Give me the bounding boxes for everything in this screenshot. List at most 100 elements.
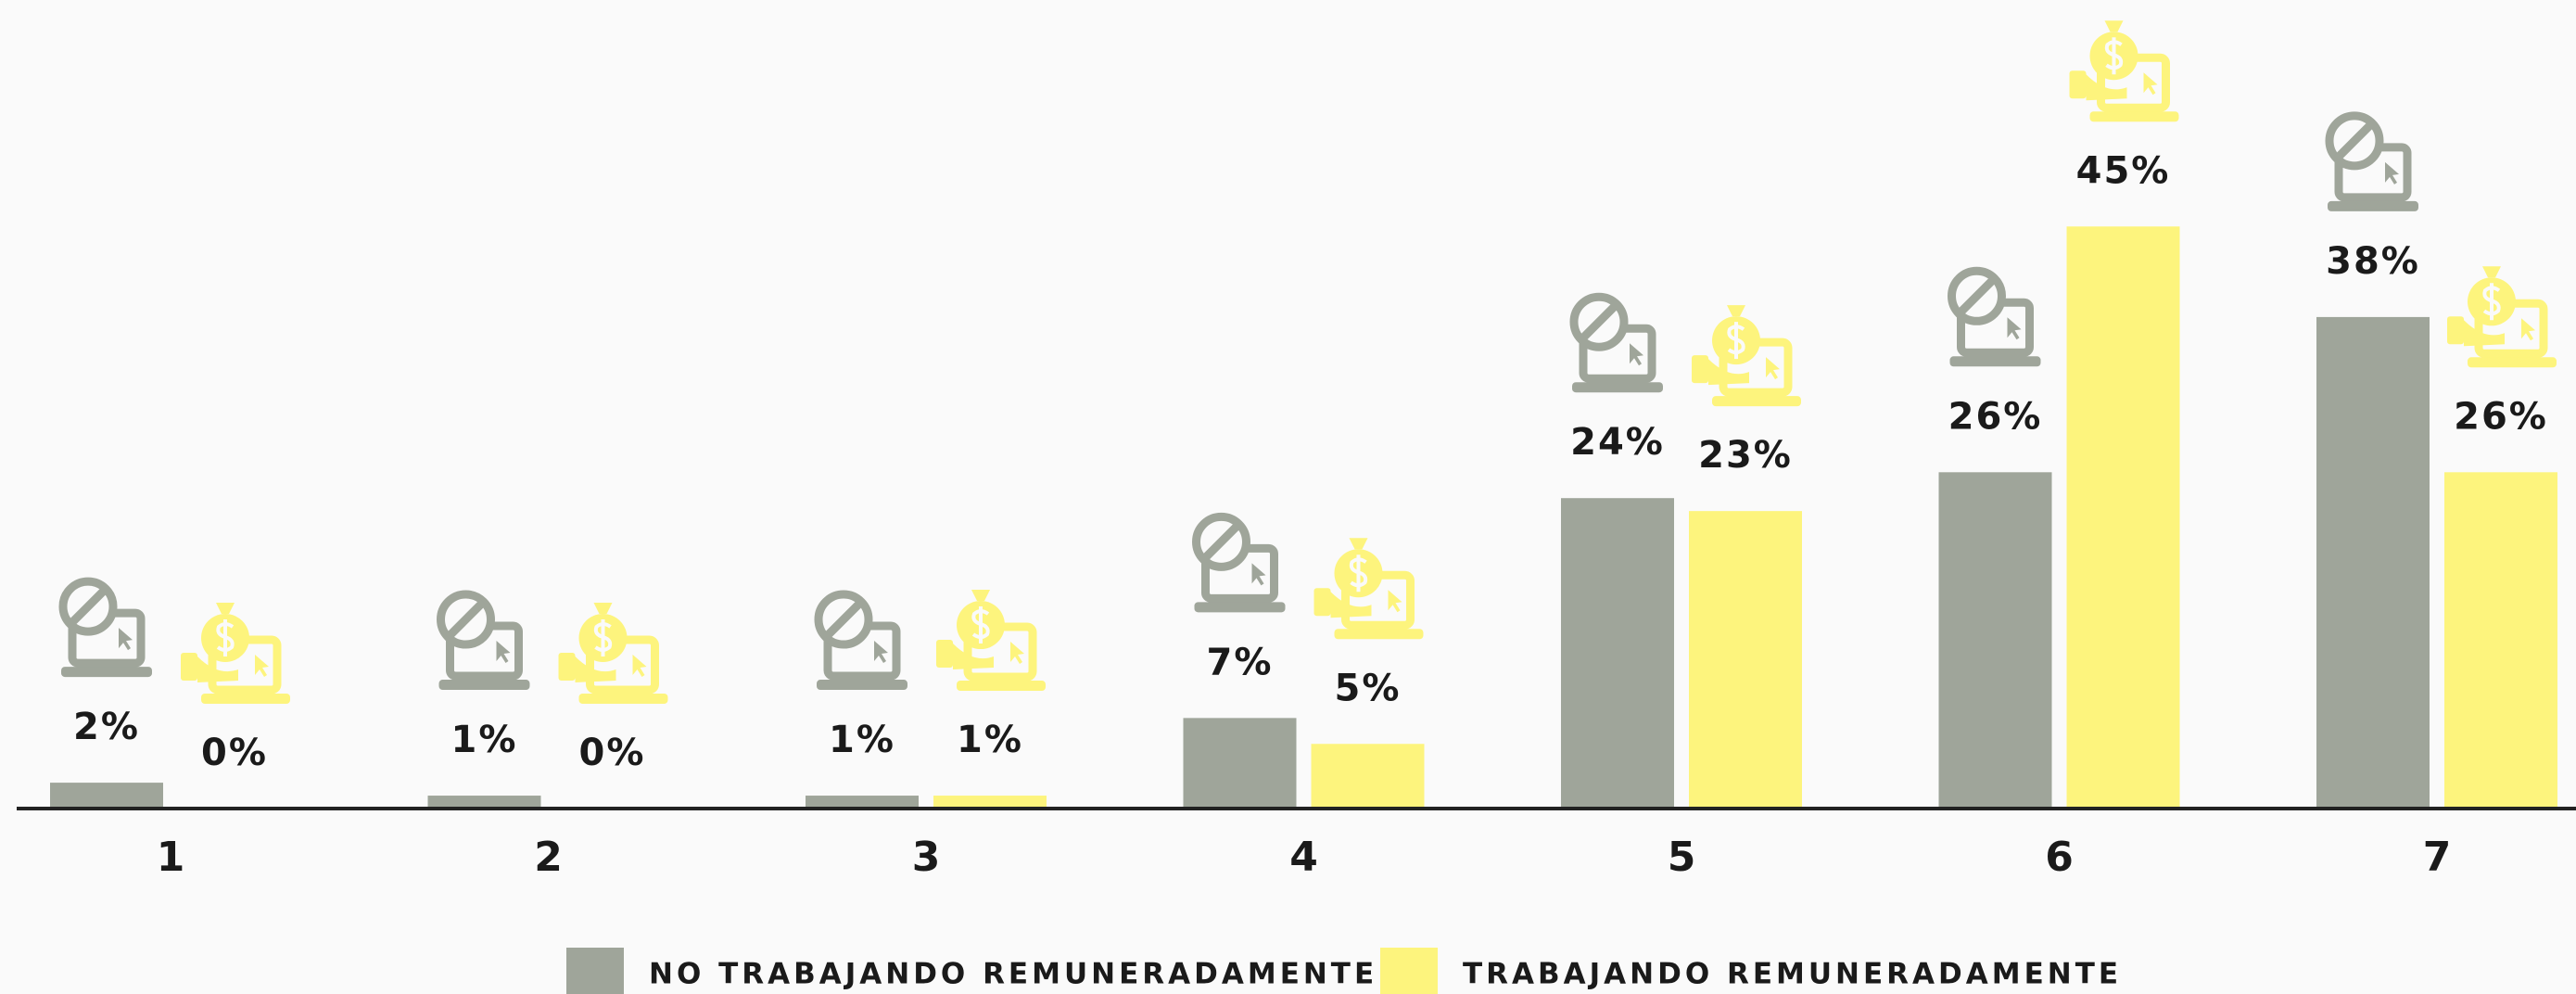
ban-slash: [822, 598, 865, 641]
dollar: [971, 606, 990, 644]
cursor: [1766, 357, 1780, 380]
ban-slash: [1956, 275, 1998, 317]
value-label: 1%: [451, 719, 518, 761]
value-label: 7%: [1207, 641, 1274, 683]
laptop-base: [2328, 200, 2418, 211]
laptop-base: [1712, 396, 1801, 407]
work-icon: [2069, 20, 2179, 122]
laptop-base: [61, 667, 152, 678]
value-label: 38%: [2326, 240, 2420, 283]
work-icon: [936, 590, 1046, 692]
ban-circle: [1569, 292, 1629, 351]
value-label: 0%: [201, 732, 268, 774]
bag-knot: [2482, 266, 2501, 278]
laptop-base: [1949, 356, 2041, 367]
value-label: 45%: [2076, 149, 2171, 192]
value-label: 1%: [957, 719, 1023, 761]
bar: [2316, 316, 2430, 809]
cursor: [2385, 161, 2399, 185]
bag-knot: [593, 603, 613, 614]
hand-palm: [1708, 359, 1749, 386]
dollar: [1349, 554, 1368, 593]
ban-circle: [437, 590, 495, 649]
work-icon: [181, 603, 290, 704]
bar: [2444, 472, 2557, 809]
cursor: [2007, 317, 2022, 340]
bar: [933, 796, 1047, 809]
value-label: 24%: [1570, 421, 1665, 464]
dollar: [2104, 37, 2124, 75]
ban-circle: [1192, 512, 1250, 571]
ban-slash: [2333, 120, 2376, 162]
bar: [1183, 718, 1297, 809]
legend-label: TRABAJANDO REMUNERADAMENTE: [1463, 958, 2122, 991]
hand-palm: [1330, 592, 1372, 618]
ban-circle: [1948, 266, 2006, 325]
bar: [806, 796, 919, 809]
no-work-icon: [814, 590, 907, 691]
laptop-base: [1572, 382, 1663, 393]
x-tick-label: 4: [1289, 834, 1318, 881]
hand: [1313, 588, 1331, 617]
x-tick-label: 6: [2045, 834, 2074, 881]
hand: [558, 653, 576, 681]
bar: [1938, 472, 2052, 809]
ban-slash: [1200, 521, 1242, 563]
laptop-base: [957, 681, 1046, 692]
no-work-icon: [1569, 292, 1663, 393]
value-label: 1%: [829, 719, 895, 761]
laptop-base: [2089, 111, 2179, 122]
laptop-base: [817, 680, 907, 691]
no-work-icon: [437, 590, 530, 691]
cursor: [2521, 318, 2535, 341]
bar: [1689, 511, 1802, 809]
hand-palm: [197, 656, 238, 682]
legend-swatch: [566, 948, 624, 994]
hand: [936, 640, 953, 669]
bar: [50, 783, 163, 809]
hand: [1692, 355, 1708, 384]
cursor: [1630, 343, 1643, 366]
value-label: 5%: [1335, 667, 1402, 709]
x-tick-label: 3: [912, 834, 941, 881]
bag-knot: [971, 590, 990, 602]
value-label: 26%: [2454, 395, 2548, 438]
bag-knot: [1349, 538, 1368, 550]
cursor: [632, 655, 647, 677]
cursor: [119, 628, 133, 651]
legend-label: NO TRABAJANDO REMUNERADAMENTE: [649, 958, 1377, 991]
value-label: 0%: [579, 732, 646, 774]
hand: [181, 653, 197, 681]
ban-slash: [67, 585, 109, 628]
dollar: [1727, 322, 1745, 360]
ban-circle: [58, 577, 118, 636]
bar: [427, 796, 541, 809]
hand: [2069, 70, 2087, 99]
laptop-base: [201, 694, 290, 704]
laptop-base: [2468, 357, 2557, 368]
cursor: [1251, 563, 1266, 586]
cursor: [1010, 642, 1024, 665]
value-label: 26%: [1948, 395, 2043, 438]
ban-slash: [445, 598, 487, 641]
dollar: [2482, 283, 2501, 321]
bag-knot: [1727, 305, 1745, 317]
cursor: [1388, 590, 1402, 613]
laptop-base: [1194, 602, 1286, 613]
bar: [1311, 744, 1425, 809]
no-work-icon: [58, 577, 152, 678]
laptop-base: [1334, 629, 1424, 640]
hand-palm: [2086, 74, 2127, 101]
ban-slash: [1578, 301, 1620, 343]
work-icon: [558, 603, 668, 704]
x-tick-label: 5: [1668, 834, 1696, 881]
x-tick-label: 7: [2423, 834, 2452, 881]
cursor: [2143, 72, 2158, 96]
x-tick-label: 1: [157, 834, 185, 881]
laptop-base: [438, 680, 530, 691]
hand-palm: [575, 656, 616, 682]
dollar: [216, 619, 235, 656]
no-work-icon: [1948, 266, 2041, 367]
